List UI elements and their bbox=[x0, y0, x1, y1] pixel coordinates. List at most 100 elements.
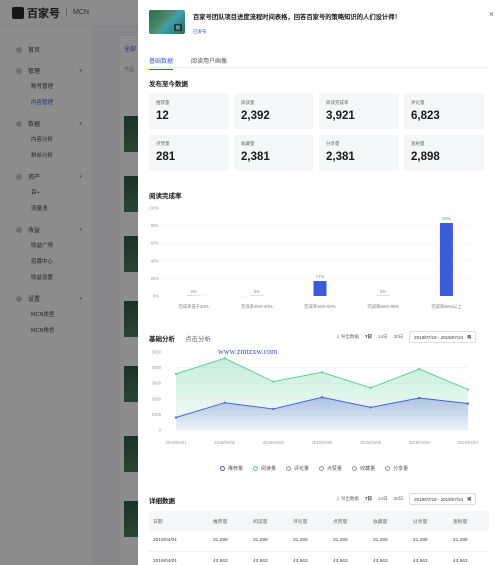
table-header-cell: 点赞量 bbox=[328, 511, 369, 531]
stat-card: 评论量 6,823 bbox=[404, 94, 484, 129]
close-icon[interactable]: × bbox=[488, 9, 494, 19]
bar[interactable] bbox=[313, 281, 327, 296]
tab-basic-data[interactable]: 基础数据 bbox=[149, 56, 174, 70]
sidebar-item[interactable]: 百+ bbox=[31, 190, 40, 196]
data-point[interactable] bbox=[223, 401, 226, 404]
sidebar-item[interactable]: 收益设置 bbox=[31, 275, 54, 281]
stat-label: 评论量 bbox=[411, 100, 425, 105]
thumbnail[interactable] bbox=[124, 176, 138, 212]
sidebar-group-label: 首页 bbox=[28, 48, 41, 54]
legend-item[interactable]: 阅读量 bbox=[253, 465, 276, 472]
stat-value: 2,898 bbox=[411, 151, 440, 163]
sidebar-group-header[interactable]: 收益 ▾ bbox=[0, 222, 92, 237]
thumbnail[interactable] bbox=[124, 301, 138, 337]
legend-label: 推荐量 bbox=[228, 466, 244, 472]
data-point[interactable] bbox=[369, 386, 372, 389]
x-tick-label: 完成率60%-80% bbox=[367, 303, 399, 310]
tab-click-analysis[interactable]: 点击分析 bbox=[185, 336, 211, 343]
article-title[interactable]: 百家号团队项目进度流程时间表格，回答百家号的策略知识的人们设计师！ bbox=[193, 14, 401, 21]
chart-legend: 推荐量 阅读量 评论量 点赞量 收藏量 分享量 bbox=[220, 465, 408, 472]
table-row[interactable]: 2019/04/01 43,563 43,563 43,563 43,563 43,563… bbox=[149, 551, 489, 565]
sidebar-group-header[interactable]: 数据 ▾ bbox=[0, 116, 92, 131]
data-point[interactable] bbox=[320, 371, 324, 374]
thumbnail[interactable] bbox=[124, 501, 138, 537]
y-tick-label: 3000 bbox=[152, 381, 162, 386]
bar-value-label: 0% bbox=[380, 289, 386, 294]
data-point[interactable] bbox=[466, 388, 470, 391]
range-30d-button[interactable]: 30日 bbox=[393, 496, 404, 501]
table-header-cell: 推荐量 bbox=[209, 511, 249, 531]
export-button[interactable]: ⇩ 导出数据 bbox=[336, 334, 360, 339]
bar[interactable] bbox=[439, 222, 453, 296]
export-button[interactable]: ⇩ 导出数据 bbox=[336, 496, 360, 501]
x-tick-label: 2019/04/05 bbox=[360, 440, 382, 445]
legend-dot-icon bbox=[352, 466, 358, 471]
legend-item[interactable]: 收藏量 bbox=[352, 465, 375, 472]
sidebar-group: 收益 ▾ 收益广场招募中心收益设置 bbox=[0, 222, 92, 285]
sidebar-group-header[interactable]: 设置 ▾ bbox=[0, 291, 92, 306]
stat-value: 2,392 bbox=[241, 110, 270, 122]
menu-icon bbox=[16, 295, 22, 302]
sidebar-item[interactable]: 内容管理 bbox=[31, 100, 54, 106]
date-range-picker[interactable]: 2019/07/18 - 2019/07/24 ▦ bbox=[409, 331, 477, 343]
range-7d-button[interactable]: 7日 bbox=[365, 334, 373, 339]
thumbnail[interactable] bbox=[124, 366, 138, 402]
data-point[interactable] bbox=[466, 402, 470, 405]
calendar-icon: ▦ bbox=[467, 334, 472, 339]
data-point[interactable] bbox=[223, 357, 226, 360]
table-cell: 43,563 bbox=[248, 551, 289, 565]
x-tick-label: 完成率20%-40% bbox=[241, 303, 273, 310]
data-point[interactable] bbox=[320, 396, 324, 399]
range-14d-button[interactable]: 14日 bbox=[378, 334, 388, 339]
x-tick-label: 2019/04/06 bbox=[409, 440, 431, 445]
export-label: 导出数据 bbox=[341, 334, 360, 339]
y-tick-label: 60% bbox=[151, 241, 160, 246]
sidebar-item[interactable]: MCN类型 bbox=[31, 312, 55, 318]
date-range-picker[interactable]: 2019/07/18 - 2019/07/24 ▦ bbox=[409, 493, 477, 505]
range-30d-button[interactable]: 30日 bbox=[393, 334, 404, 339]
sidebar-item[interactable]: 招募中心 bbox=[31, 259, 54, 265]
thumbnail[interactable] bbox=[124, 116, 138, 152]
list-header: 作品 bbox=[124, 67, 135, 73]
logo[interactable]: 百家号 bbox=[12, 5, 60, 21]
range-7d-button[interactable]: 7日 bbox=[365, 496, 373, 501]
y-tick-label: 100% bbox=[148, 206, 159, 211]
tab-reader-profile[interactable]: 阅读用户画像 bbox=[191, 59, 228, 65]
stat-card: 收藏量 2,381 bbox=[234, 135, 314, 170]
thumbnail[interactable] bbox=[124, 236, 138, 272]
data-point[interactable] bbox=[272, 407, 275, 411]
legend-item[interactable]: 点赞量 bbox=[319, 465, 342, 472]
data-point[interactable] bbox=[418, 396, 421, 400]
chevron-down-icon: ▾ bbox=[79, 173, 82, 180]
sidebar-item[interactable]: 收益广场 bbox=[31, 243, 54, 249]
sidebar-item[interactable]: 流量池 bbox=[31, 206, 48, 212]
sidebar-group-header[interactable]: 管理 ▾ bbox=[0, 63, 92, 78]
sidebar-item[interactable]: 内容分析 bbox=[31, 137, 54, 143]
legend-item[interactable]: 推荐量 bbox=[220, 465, 243, 472]
data-point[interactable] bbox=[418, 368, 421, 371]
legend-label: 阅读量 bbox=[261, 466, 277, 472]
tab-all[interactable]: 全部 bbox=[124, 47, 137, 53]
thumbnail[interactable] bbox=[124, 436, 138, 472]
logo-text: 百家号 bbox=[27, 7, 60, 20]
range-14d-button[interactable]: 14日 bbox=[378, 496, 388, 501]
legend-item[interactable]: 评论量 bbox=[286, 465, 309, 472]
data-point[interactable] bbox=[174, 372, 178, 375]
sidebar-group-header[interactable]: 首页 bbox=[0, 42, 92, 57]
basic-analysis-title[interactable]: 基础分析 bbox=[149, 336, 175, 343]
data-point[interactable] bbox=[369, 406, 372, 409]
legend-item[interactable]: 分享量 bbox=[385, 465, 408, 472]
sidebar-item[interactable]: MCN角色 bbox=[31, 328, 55, 334]
sidebar-group-header[interactable]: 资产 ▾ bbox=[0, 169, 92, 184]
table-row[interactable]: 2019/04/01 31,289 31,289 31,289 31,289 31,289… bbox=[149, 531, 489, 552]
sidebar-item[interactable]: 粉丝分析 bbox=[31, 153, 54, 159]
data-point[interactable] bbox=[174, 416, 178, 419]
stat-value: 2,381 bbox=[326, 151, 355, 163]
article-header: 图 百家号团队项目进度流程时间表格，回答百家号的策略知识的人们设计师！ 已发布 bbox=[149, 10, 479, 36]
x-tick-label: 完成率40%-60% bbox=[304, 303, 336, 310]
stat-value: 281 bbox=[156, 151, 176, 163]
data-point[interactable] bbox=[272, 380, 275, 383]
sidebar-item[interactable]: 账号管理 bbox=[31, 84, 54, 90]
stat-value: 12 bbox=[156, 110, 169, 122]
sidebar-group: 资产 ▾ 百+ 流量池 bbox=[0, 169, 92, 216]
